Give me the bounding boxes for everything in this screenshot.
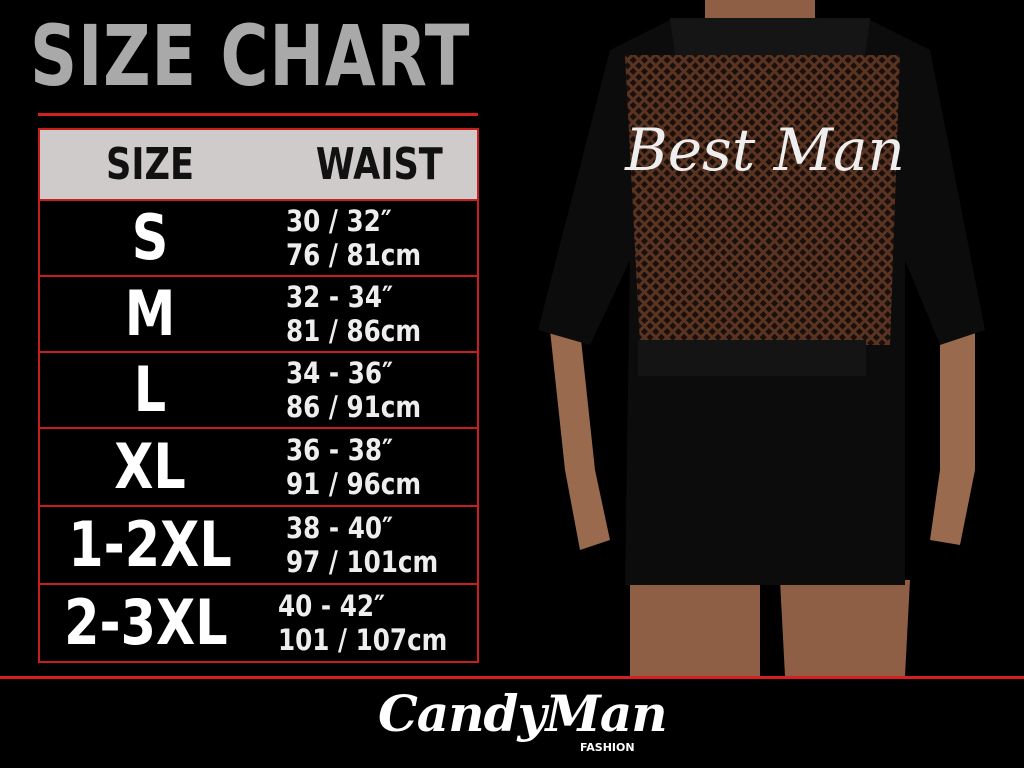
table-row: S 30 / 32″ 76 / 81cm	[40, 201, 477, 277]
waist-cm: 97 / 101cm	[286, 545, 439, 579]
size-label: L	[133, 353, 167, 426]
table-row: 1-2XL 38 - 40″ 97 / 101cm	[40, 507, 477, 585]
right-arm	[930, 330, 975, 545]
table-row: XL 36 - 38″ 91 / 96cm	[40, 429, 477, 507]
waist-cm: 81 / 86cm	[286, 314, 422, 348]
brand-subtitle: FASHION	[580, 741, 635, 754]
waist-inches: 32 - 34″	[286, 280, 394, 314]
table-header: SIZE WAIST	[40, 130, 477, 201]
waist-cm: 91 / 96cm	[286, 467, 422, 501]
footer-divider	[0, 676, 1024, 679]
table-row: M 32 - 34″ 81 / 86cm	[40, 277, 477, 353]
belt	[638, 340, 866, 376]
waist-inches: 38 - 40″	[286, 511, 394, 545]
legs	[630, 580, 910, 676]
waist-inches: 30 / 32″	[286, 204, 392, 238]
size-label: 1-2XL	[68, 508, 232, 581]
mesh-panel	[625, 55, 900, 345]
waist-cm: 86 / 91cm	[286, 390, 422, 424]
product-photo: Best Man	[538, 0, 985, 676]
header-size: SIZE	[105, 139, 195, 190]
size-table: SIZE WAIST S 30 / 32″ 76 / 81cm M 32 - 34…	[38, 128, 479, 663]
brand-logo: CandyMan	[378, 684, 668, 743]
header-waist: WAIST	[315, 139, 443, 190]
garment-text: Best Man	[624, 116, 905, 184]
size-label: M	[124, 277, 176, 350]
waist-inches: 36 - 38″	[286, 433, 394, 467]
left-arm	[550, 330, 610, 550]
waist-inches: 34 - 36″	[286, 356, 394, 390]
waist-cm: 101 / 107cm	[277, 623, 448, 657]
size-label: 2-3XL	[64, 586, 228, 659]
title-divider	[38, 113, 478, 116]
size-label: XL	[114, 430, 186, 503]
waist-cm: 76 / 81cm	[286, 238, 422, 272]
table-row: L 34 - 36″ 86 / 91cm	[40, 353, 477, 429]
table-row: 2-3XL 40 - 42″ 101 / 107cm	[40, 585, 477, 661]
size-label: S	[131, 201, 169, 274]
page-title: SIZE CHART	[30, 7, 471, 105]
waist-inches: 40 - 42″	[277, 589, 385, 623]
